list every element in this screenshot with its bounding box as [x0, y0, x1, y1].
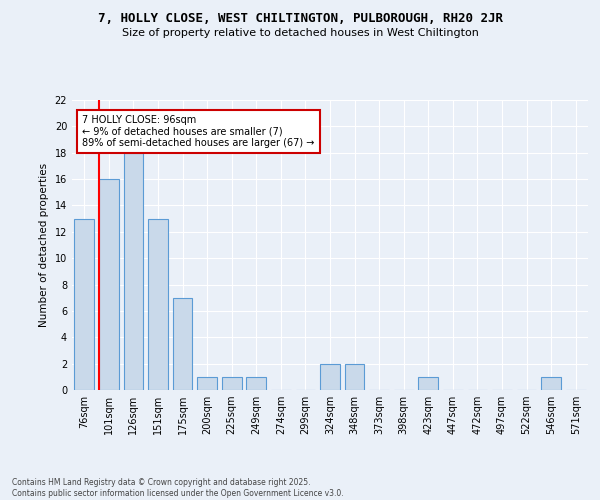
Bar: [222, 377, 242, 390]
Text: Contains HM Land Registry data © Crown copyright and database right 2025.
Contai: Contains HM Land Registry data © Crown c…: [12, 478, 344, 498]
Bar: [418, 377, 438, 390]
Bar: [247, 377, 266, 390]
Bar: [345, 364, 364, 390]
Bar: [173, 298, 193, 390]
Text: 7 HOLLY CLOSE: 96sqm
← 9% of detached houses are smaller (7)
89% of semi-detache: 7 HOLLY CLOSE: 96sqm ← 9% of detached ho…: [82, 114, 314, 148]
Bar: [148, 218, 168, 390]
Text: 7, HOLLY CLOSE, WEST CHILTINGTON, PULBOROUGH, RH20 2JR: 7, HOLLY CLOSE, WEST CHILTINGTON, PULBOR…: [97, 12, 503, 26]
Bar: [74, 218, 94, 390]
Y-axis label: Number of detached properties: Number of detached properties: [39, 163, 49, 327]
Bar: [541, 377, 561, 390]
Text: Size of property relative to detached houses in West Chiltington: Size of property relative to detached ho…: [122, 28, 478, 38]
Bar: [197, 377, 217, 390]
Bar: [124, 152, 143, 390]
Bar: [320, 364, 340, 390]
Bar: [99, 179, 119, 390]
